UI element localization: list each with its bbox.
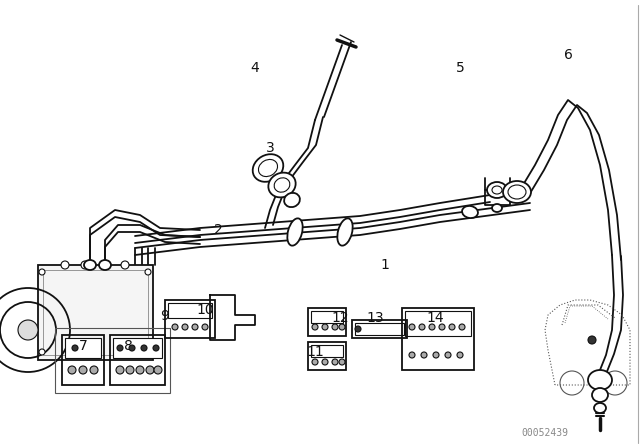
Ellipse shape <box>268 172 296 198</box>
Ellipse shape <box>462 206 478 218</box>
Circle shape <box>90 366 98 374</box>
Ellipse shape <box>337 218 353 246</box>
Circle shape <box>339 359 345 365</box>
Bar <box>168 303 212 318</box>
Circle shape <box>322 324 328 330</box>
Ellipse shape <box>487 182 507 198</box>
Circle shape <box>421 352 427 358</box>
Circle shape <box>429 324 435 330</box>
Ellipse shape <box>287 218 303 246</box>
Bar <box>65 338 101 358</box>
Circle shape <box>121 261 129 269</box>
Bar <box>308 308 346 336</box>
Circle shape <box>129 345 135 351</box>
Circle shape <box>312 324 318 330</box>
Ellipse shape <box>492 204 502 212</box>
Circle shape <box>339 324 345 330</box>
Bar <box>355 323 404 335</box>
Circle shape <box>39 269 45 275</box>
Circle shape <box>202 324 208 330</box>
Bar <box>165 300 215 338</box>
Circle shape <box>145 269 151 275</box>
Circle shape <box>39 349 45 355</box>
Bar <box>43 270 148 355</box>
Text: 11: 11 <box>306 345 324 359</box>
Circle shape <box>126 366 134 374</box>
Circle shape <box>449 324 455 330</box>
Circle shape <box>145 349 151 355</box>
Circle shape <box>153 345 159 351</box>
Ellipse shape <box>492 186 502 194</box>
Circle shape <box>332 324 338 330</box>
Text: 3: 3 <box>266 141 275 155</box>
Circle shape <box>409 352 415 358</box>
Bar <box>352 320 407 338</box>
Circle shape <box>117 345 123 351</box>
Circle shape <box>182 324 188 330</box>
Circle shape <box>433 352 439 358</box>
Circle shape <box>459 324 465 330</box>
Circle shape <box>312 359 318 365</box>
Text: 12: 12 <box>331 311 349 325</box>
Circle shape <box>355 326 361 332</box>
Text: 13: 13 <box>366 311 384 325</box>
Text: 4: 4 <box>251 61 259 75</box>
Ellipse shape <box>588 370 612 390</box>
Bar <box>311 345 343 357</box>
Bar <box>113 338 162 358</box>
Circle shape <box>79 366 87 374</box>
Circle shape <box>172 324 178 330</box>
Ellipse shape <box>503 181 531 203</box>
Circle shape <box>101 261 109 269</box>
Circle shape <box>136 366 144 374</box>
Text: 2: 2 <box>214 223 222 237</box>
Circle shape <box>141 345 147 351</box>
Ellipse shape <box>253 154 284 182</box>
Text: 1: 1 <box>381 258 389 272</box>
Circle shape <box>332 359 338 365</box>
Circle shape <box>419 324 425 330</box>
Circle shape <box>439 324 445 330</box>
Bar <box>308 342 346 370</box>
Circle shape <box>81 261 89 269</box>
Circle shape <box>154 366 162 374</box>
Ellipse shape <box>594 403 606 413</box>
Ellipse shape <box>259 159 278 177</box>
Bar <box>405 311 471 336</box>
Circle shape <box>68 366 76 374</box>
Text: 10: 10 <box>196 303 214 317</box>
Bar <box>62 335 104 385</box>
Circle shape <box>409 324 415 330</box>
Bar <box>110 335 165 385</box>
Ellipse shape <box>284 193 300 207</box>
Text: 6: 6 <box>564 48 572 62</box>
Text: 5: 5 <box>456 61 465 75</box>
Circle shape <box>61 261 69 269</box>
Text: 00052439: 00052439 <box>522 428 568 438</box>
Circle shape <box>192 324 198 330</box>
Ellipse shape <box>508 185 526 199</box>
Bar <box>311 311 343 323</box>
Ellipse shape <box>592 388 608 402</box>
Circle shape <box>18 320 38 340</box>
Bar <box>38 265 153 360</box>
Circle shape <box>457 352 463 358</box>
Bar <box>55 328 170 393</box>
Circle shape <box>146 366 154 374</box>
Text: 7: 7 <box>79 339 88 353</box>
Circle shape <box>72 345 78 351</box>
Circle shape <box>322 359 328 365</box>
Circle shape <box>116 366 124 374</box>
Text: 8: 8 <box>124 339 132 353</box>
Ellipse shape <box>84 260 96 270</box>
Text: 14: 14 <box>426 311 444 325</box>
Ellipse shape <box>99 260 111 270</box>
Circle shape <box>588 336 596 344</box>
Ellipse shape <box>274 178 290 192</box>
Text: 9: 9 <box>161 309 170 323</box>
Bar <box>402 308 474 370</box>
Circle shape <box>445 352 451 358</box>
